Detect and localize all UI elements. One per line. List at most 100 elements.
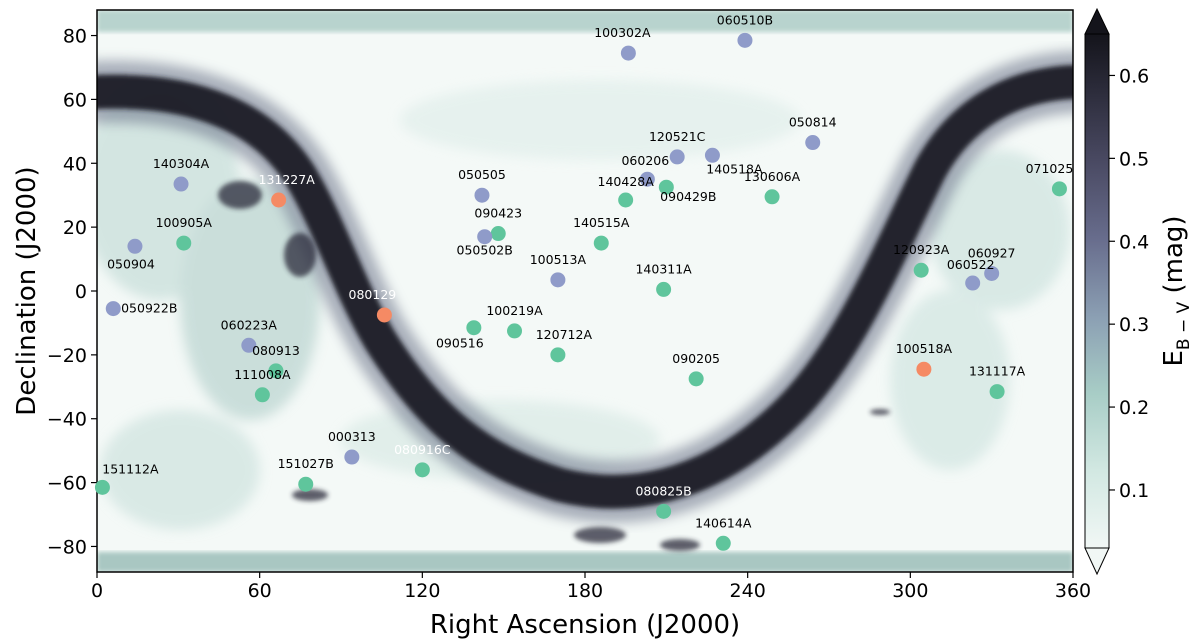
grb-point-140428A [618,192,634,208]
grb-label-100219A: 100219A [486,303,543,318]
grb-label-050922B: 050922B [121,301,177,316]
grb-point-131117A [989,384,1005,400]
x-tick-label: 120 [404,580,440,602]
grb-point-100302A [620,45,636,61]
grb-point-090429B [658,179,674,195]
grb-point-080913 [268,363,284,379]
grb-point-050814 [805,135,821,151]
grb-point-100219A [507,323,523,339]
grb-label-140311A: 140311A [635,261,692,276]
x-tick-label: 240 [730,580,766,602]
grb-point-151027B [298,476,314,492]
grb-label-071025: 071025 [1026,161,1074,176]
grb-label-060510B: 060510B [717,12,773,27]
y-tick-label: 20 [63,217,87,239]
x-tick-label: 300 [892,580,928,602]
dust-reddening-map [97,10,1073,572]
grb-point-140614A [715,535,731,551]
grb-point-090205 [688,371,704,387]
colorbar-tick-label: 0.6 [1119,65,1149,87]
grb-label-140304A: 140304A [153,156,210,171]
colorbar-label-main: E [1159,350,1189,366]
grb-label-080825B: 080825B [635,483,691,498]
grb-label-060206: 060206 [621,153,669,168]
grb-label-120521C: 120521C [649,129,706,144]
grb-label-060927: 060927 [968,245,1016,260]
y-tick-label: −80 [47,536,87,558]
grb-point-100905A [176,235,192,251]
grb-label-090423: 090423 [474,206,522,221]
colorbar-label-unit: (mag) [1159,215,1189,301]
colorbar-tick-label: 0.3 [1119,314,1149,336]
x-tick-label: 0 [91,580,103,602]
grb-point-090516 [466,320,482,336]
grb-point-120521C [669,149,685,165]
grb-label-120712A: 120712A [536,327,593,342]
y-tick-label: 80 [63,26,87,48]
grb-point-071025 [1051,181,1067,197]
grb-point-060223A [241,337,257,353]
grb-point-080916C [414,462,430,478]
grb-point-080825B [656,503,672,519]
grb-label-130606A: 130606A [744,169,801,184]
grb-label-080913: 080913 [252,343,300,358]
grb-label-100905A: 100905A [156,215,213,230]
grb-point-000313 [344,449,360,465]
x-axis-label: Right Ascension (J2000) [430,610,740,640]
grb-label-090429B: 090429B [660,189,716,204]
grb-label-050502B: 050502B [457,243,513,258]
grb-label-140518A: 140518A [706,161,763,176]
colorbar-tick-label: 0.4 [1119,231,1149,253]
colorbar-label-sub: B − V [1174,301,1194,350]
grb-label-140515A: 140515A [573,215,630,230]
grb-label-100302A: 100302A [594,25,651,40]
grb-point-100513A [550,272,566,288]
grb-point-050904 [127,238,143,254]
grb-label-060223A: 060223A [221,317,278,332]
grb-label-151112A: 151112A [102,461,159,476]
grb-point-140311A [656,281,672,297]
y-tick-label: 40 [63,153,87,175]
grb-point-140518A [704,147,720,163]
grb-point-140515A [593,235,609,251]
y-axis-ticks: −80 −60 −40 −20 0 20 40 60 80 [47,26,97,558]
grb-label-111008A: 111008A [234,367,291,382]
grb-label-090205: 090205 [672,351,720,366]
colorbar-tick-label: 0.1 [1119,480,1149,502]
grb-label-050505: 050505 [458,167,506,182]
grb-point-151112A [94,479,110,495]
grb-point-060510B [737,32,753,48]
grb-label-120923A: 120923A [893,242,950,257]
colorbar: 0.1 0.2 0.3 0.4 0.5 0.6 EB − V (mag) [1084,7,1194,576]
grb-label-131117A: 131117A [969,364,1026,379]
grb-label-050904: 050904 [107,256,155,271]
grb-point-090423 [490,226,506,242]
grb-label-100518A: 100518A [896,341,953,356]
y-tick-label: 0 [75,281,87,303]
grb-point-060206 [639,171,655,187]
grb-point-080129 [376,307,392,323]
grb-points: 060510B 100302A 050814 120521C 140518A 060206… [94,12,1074,551]
grb-point-100518A [916,361,932,377]
grb-point-050505 [474,187,490,203]
grb-point-060522 [965,275,981,291]
grb-label-050814: 050814 [789,115,837,130]
grb-point-050502B [477,229,493,245]
grb-label-151027B: 151027B [278,456,334,471]
grb-label-000313: 000313 [328,429,376,444]
grb-label-131227A: 131227A [259,172,316,187]
grb-label-080129: 080129 [349,287,397,302]
grb-point-111008A [254,387,270,403]
x-tick-label: 180 [567,580,603,602]
grb-label-140428A: 140428A [598,174,655,189]
y-axis-label: Declination (J2000) [12,166,42,415]
x-tick-label: 60 [248,580,272,602]
grb-point-140304A [173,176,189,192]
x-tick-label: 360 [1055,580,1091,602]
colorbar-tick-label: 0.2 [1119,397,1149,419]
y-tick-label: −20 [47,345,87,367]
y-tick-label: −60 [47,473,87,495]
colorbar-extend-min [1084,547,1110,576]
grb-label-090516: 090516 [436,336,484,351]
